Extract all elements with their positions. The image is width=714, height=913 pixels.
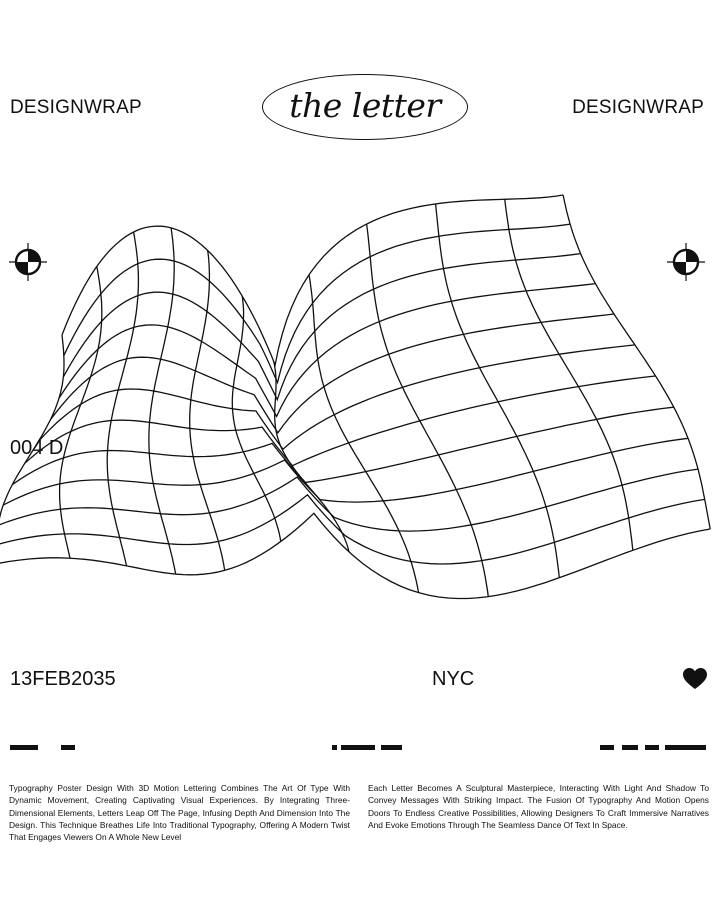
description-left: Typography Poster Design With 3D Motion … [9, 783, 350, 843]
grid-line [58, 266, 103, 559]
city-label: NYC [432, 668, 475, 690]
grid-line [308, 274, 420, 593]
brand-right: DESIGNWRAP [572, 97, 704, 118]
registration-mark-icon [667, 243, 705, 281]
divider-bar [665, 745, 706, 750]
divider-bar [600, 745, 614, 750]
description-right: Each Letter Becomes A Sculptural Masterp… [368, 783, 709, 830]
grid-line [62, 252, 581, 402]
grid-line [0, 334, 65, 519]
grid-line [0, 493, 705, 565]
grid-line [434, 203, 560, 578]
issue-label: 004 D [10, 437, 64, 459]
grid-line [231, 296, 282, 542]
grid-line [0, 468, 699, 532]
registration-mark-icon [9, 243, 47, 281]
grid-line [0, 512, 711, 600]
divider-bar [381, 745, 402, 750]
divider-bar [645, 745, 659, 750]
grid-line [273, 361, 350, 553]
heart-icon [683, 668, 707, 689]
divider-bar [341, 745, 375, 750]
grid-line [2, 437, 689, 506]
grid-line [148, 227, 177, 575]
grid-line [49, 313, 615, 434]
divider-bar [61, 745, 75, 750]
divider-bar [622, 745, 638, 750]
grid-line [58, 282, 596, 418]
grid-line [37, 344, 635, 451]
grid-line [63, 223, 571, 385]
grid-line [106, 231, 140, 566]
grid-line [365, 224, 489, 597]
grid-line [504, 199, 634, 551]
grid-line [61, 194, 564, 368]
divider-bar [10, 745, 38, 750]
date-label: 13FEB2035 [10, 668, 116, 690]
divider-bar [332, 745, 337, 750]
title-text: the letter [289, 85, 441, 125]
warped-grid-graphic [0, 194, 711, 600]
grid-line [24, 375, 656, 467]
brand-left: DESIGNWRAP [10, 97, 142, 118]
title-badge: the letter [262, 74, 468, 140]
grid-line [562, 194, 711, 530]
grid-line [189, 250, 226, 571]
grid-line [12, 406, 674, 485]
